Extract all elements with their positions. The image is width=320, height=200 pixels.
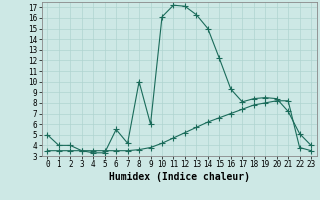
X-axis label: Humidex (Indice chaleur): Humidex (Indice chaleur) (109, 172, 250, 182)
